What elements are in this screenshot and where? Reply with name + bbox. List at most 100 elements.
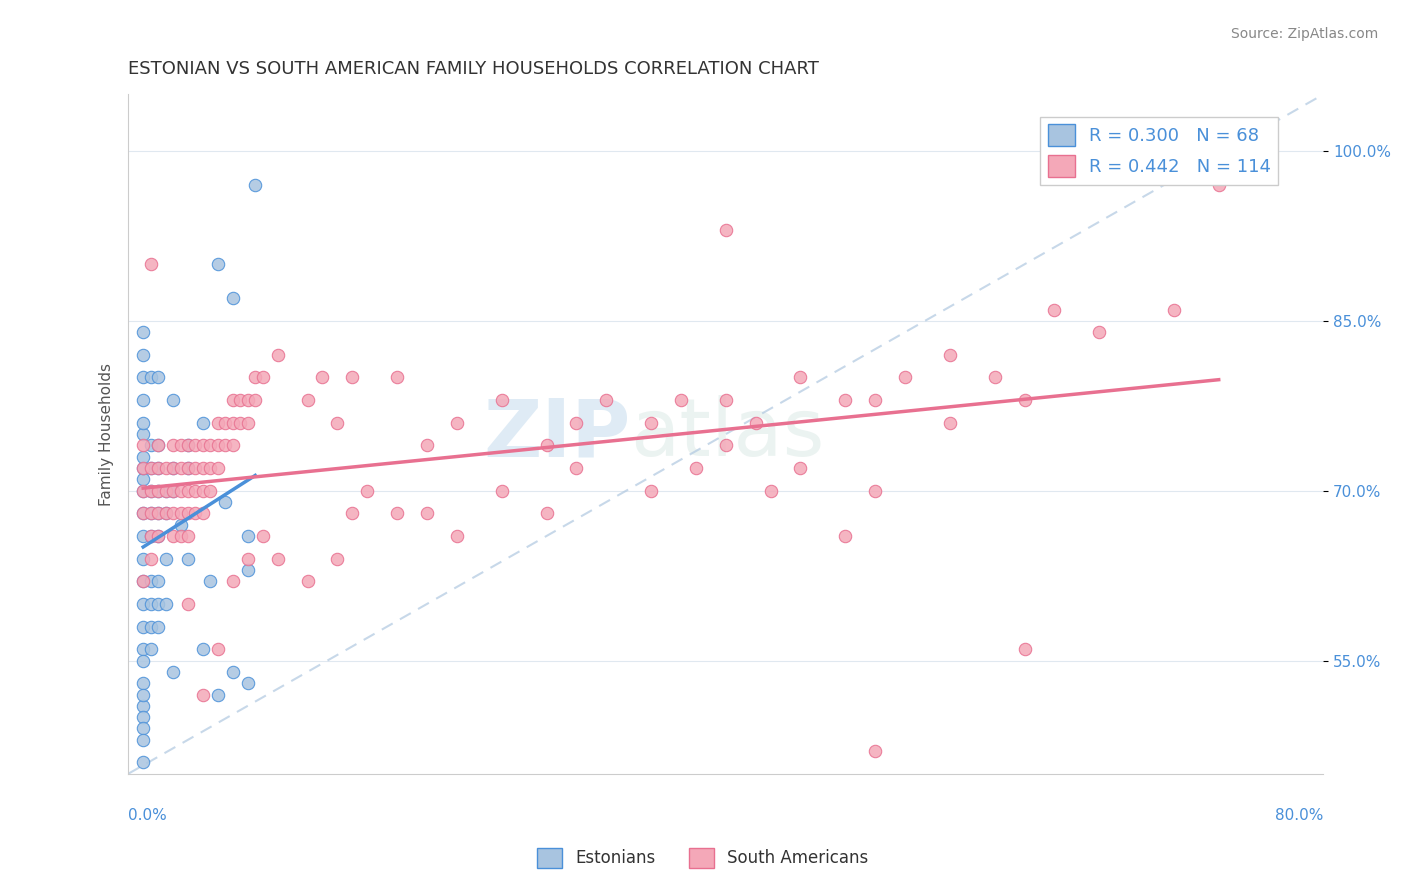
Point — [326, 551, 349, 566]
Point — [714, 393, 737, 408]
Point — [536, 438, 558, 452]
Point — [759, 483, 782, 498]
Point — [132, 393, 155, 408]
Point — [146, 529, 169, 543]
Point — [132, 370, 155, 384]
Point — [169, 461, 191, 475]
Point — [789, 461, 811, 475]
Point — [834, 393, 856, 408]
Point — [155, 483, 177, 498]
Point — [385, 370, 408, 384]
Point — [939, 416, 962, 430]
Point — [132, 483, 155, 498]
Point — [491, 393, 513, 408]
Point — [132, 574, 155, 589]
Point — [939, 348, 962, 362]
Point — [894, 370, 917, 384]
Point — [1014, 393, 1036, 408]
Point — [146, 370, 169, 384]
Point — [222, 665, 245, 679]
Point — [1163, 302, 1185, 317]
Point — [245, 393, 267, 408]
Text: atlas: atlas — [630, 395, 824, 473]
Point — [983, 370, 1005, 384]
Point — [132, 710, 155, 724]
Point — [139, 483, 162, 498]
Point — [132, 574, 155, 589]
Point — [139, 529, 162, 543]
Point — [146, 507, 169, 521]
Point — [132, 654, 155, 668]
Point — [214, 438, 236, 452]
Point — [146, 438, 169, 452]
Point — [177, 438, 200, 452]
Point — [162, 483, 184, 498]
Point — [162, 529, 184, 543]
Point — [191, 461, 214, 475]
Point — [146, 574, 169, 589]
Point — [155, 507, 177, 521]
Point — [132, 507, 155, 521]
Point — [155, 483, 177, 498]
Point — [207, 461, 229, 475]
Point — [200, 574, 222, 589]
Point — [200, 461, 222, 475]
Point — [132, 438, 155, 452]
Point — [266, 348, 288, 362]
Point — [744, 416, 766, 430]
Point — [139, 438, 162, 452]
Point — [1088, 325, 1111, 339]
Point — [446, 416, 468, 430]
Point — [207, 257, 229, 271]
Point — [132, 450, 155, 464]
Point — [236, 676, 259, 690]
Point — [132, 507, 155, 521]
Point — [342, 507, 364, 521]
Point — [132, 461, 155, 475]
Point — [155, 597, 177, 611]
Text: 0.0%: 0.0% — [128, 808, 167, 823]
Point — [132, 688, 155, 702]
Point — [446, 529, 468, 543]
Point — [146, 483, 169, 498]
Point — [132, 676, 155, 690]
Point — [132, 756, 155, 770]
Point — [132, 427, 155, 442]
Point — [139, 461, 162, 475]
Point — [155, 551, 177, 566]
Point — [146, 461, 169, 475]
Point — [139, 370, 162, 384]
Point — [1208, 178, 1230, 192]
Point — [139, 551, 162, 566]
Point — [191, 416, 214, 430]
Point — [200, 483, 222, 498]
Legend: Estonians, South Americans: Estonians, South Americans — [530, 841, 876, 875]
Point — [1043, 302, 1066, 317]
Point — [191, 438, 214, 452]
Point — [266, 551, 288, 566]
Point — [207, 416, 229, 430]
Point — [177, 551, 200, 566]
Point — [132, 483, 155, 498]
Point — [191, 642, 214, 657]
Point — [245, 178, 267, 192]
Point — [162, 461, 184, 475]
Point — [252, 529, 274, 543]
Point — [342, 370, 364, 384]
Point — [139, 642, 162, 657]
Point — [297, 393, 319, 408]
Point — [132, 597, 155, 611]
Point — [184, 483, 207, 498]
Point — [132, 722, 155, 736]
Point — [640, 416, 662, 430]
Point — [207, 688, 229, 702]
Point — [236, 529, 259, 543]
Point — [146, 507, 169, 521]
Point — [236, 551, 259, 566]
Point — [162, 438, 184, 452]
Point — [184, 507, 207, 521]
Point — [177, 438, 200, 452]
Point — [139, 257, 162, 271]
Point — [669, 393, 692, 408]
Point — [184, 438, 207, 452]
